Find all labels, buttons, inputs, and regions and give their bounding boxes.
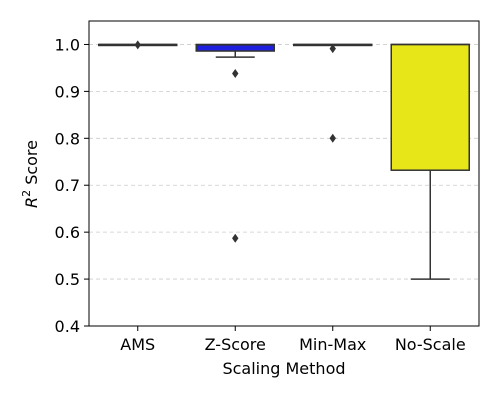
- box-group-Z-Score: [195, 43, 275, 243]
- plot-frame: [88, 20, 480, 327]
- y-tick-label: 0.6: [55, 223, 80, 242]
- x-tick-label-Z-Score: Z-Score: [205, 335, 266, 354]
- box-layer: [98, 40, 470, 280]
- y-axis-title-sup: 2: [20, 190, 33, 197]
- outlier-point: [232, 69, 239, 79]
- box-group-No-Scale: [390, 43, 470, 280]
- y-tick-label: 1.0: [55, 35, 80, 54]
- y-axis-title: R2 Score: [20, 140, 41, 208]
- y-axis-title-rest: Score: [22, 140, 41, 190]
- x-tick-label-No-Scale: No-Scale: [395, 335, 466, 354]
- box-group-AMS: [98, 40, 178, 50]
- outlier-point: [232, 233, 239, 243]
- y-tick-label: 0.8: [55, 129, 80, 148]
- y-tick-label: 0.4: [55, 317, 80, 336]
- y-tick-label: 0.9: [55, 82, 80, 101]
- outlier-point: [134, 40, 141, 50]
- x-axis-title: Scaling Method: [222, 359, 345, 378]
- x-tick-label-AMS: AMS: [120, 335, 155, 354]
- outlier-point: [329, 133, 336, 143]
- y-tick-label: 0.7: [55, 176, 80, 195]
- box-group-Min-Max: [293, 43, 373, 143]
- y-axis-title-base: R: [22, 197, 41, 208]
- y-tick-label: 0.5: [55, 270, 80, 289]
- x-tick-label-Min-Max: Min-Max: [299, 335, 366, 354]
- outlier-point: [329, 44, 336, 54]
- box-body-No-Scale: [390, 43, 470, 171]
- axis-layer: 0.4 0.5 0.6 0.7 0.8 0.9 1.0 AMS Z-Score Min-Max No…: [55, 20, 480, 354]
